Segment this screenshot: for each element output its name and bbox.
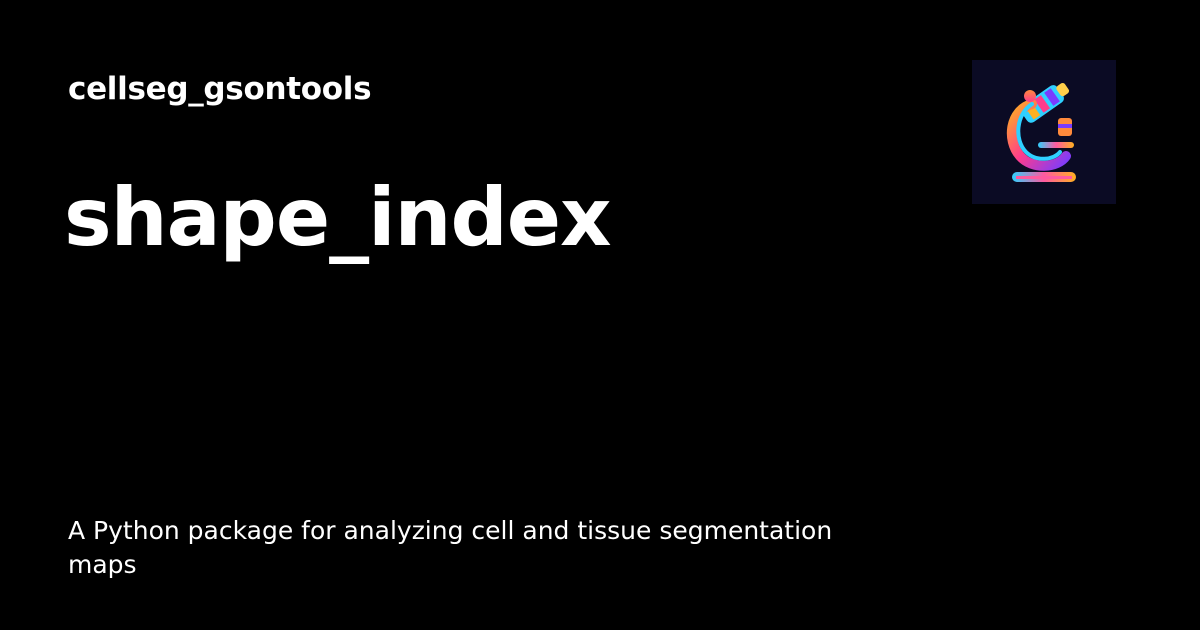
logo [972, 60, 1116, 204]
microscope-icon [1007, 82, 1076, 182]
page-title: shape_index [64, 171, 612, 264]
site-name: cellseg_gsontools [68, 71, 372, 107]
page-description: A Python package for analyzing cell and … [68, 516, 833, 579]
